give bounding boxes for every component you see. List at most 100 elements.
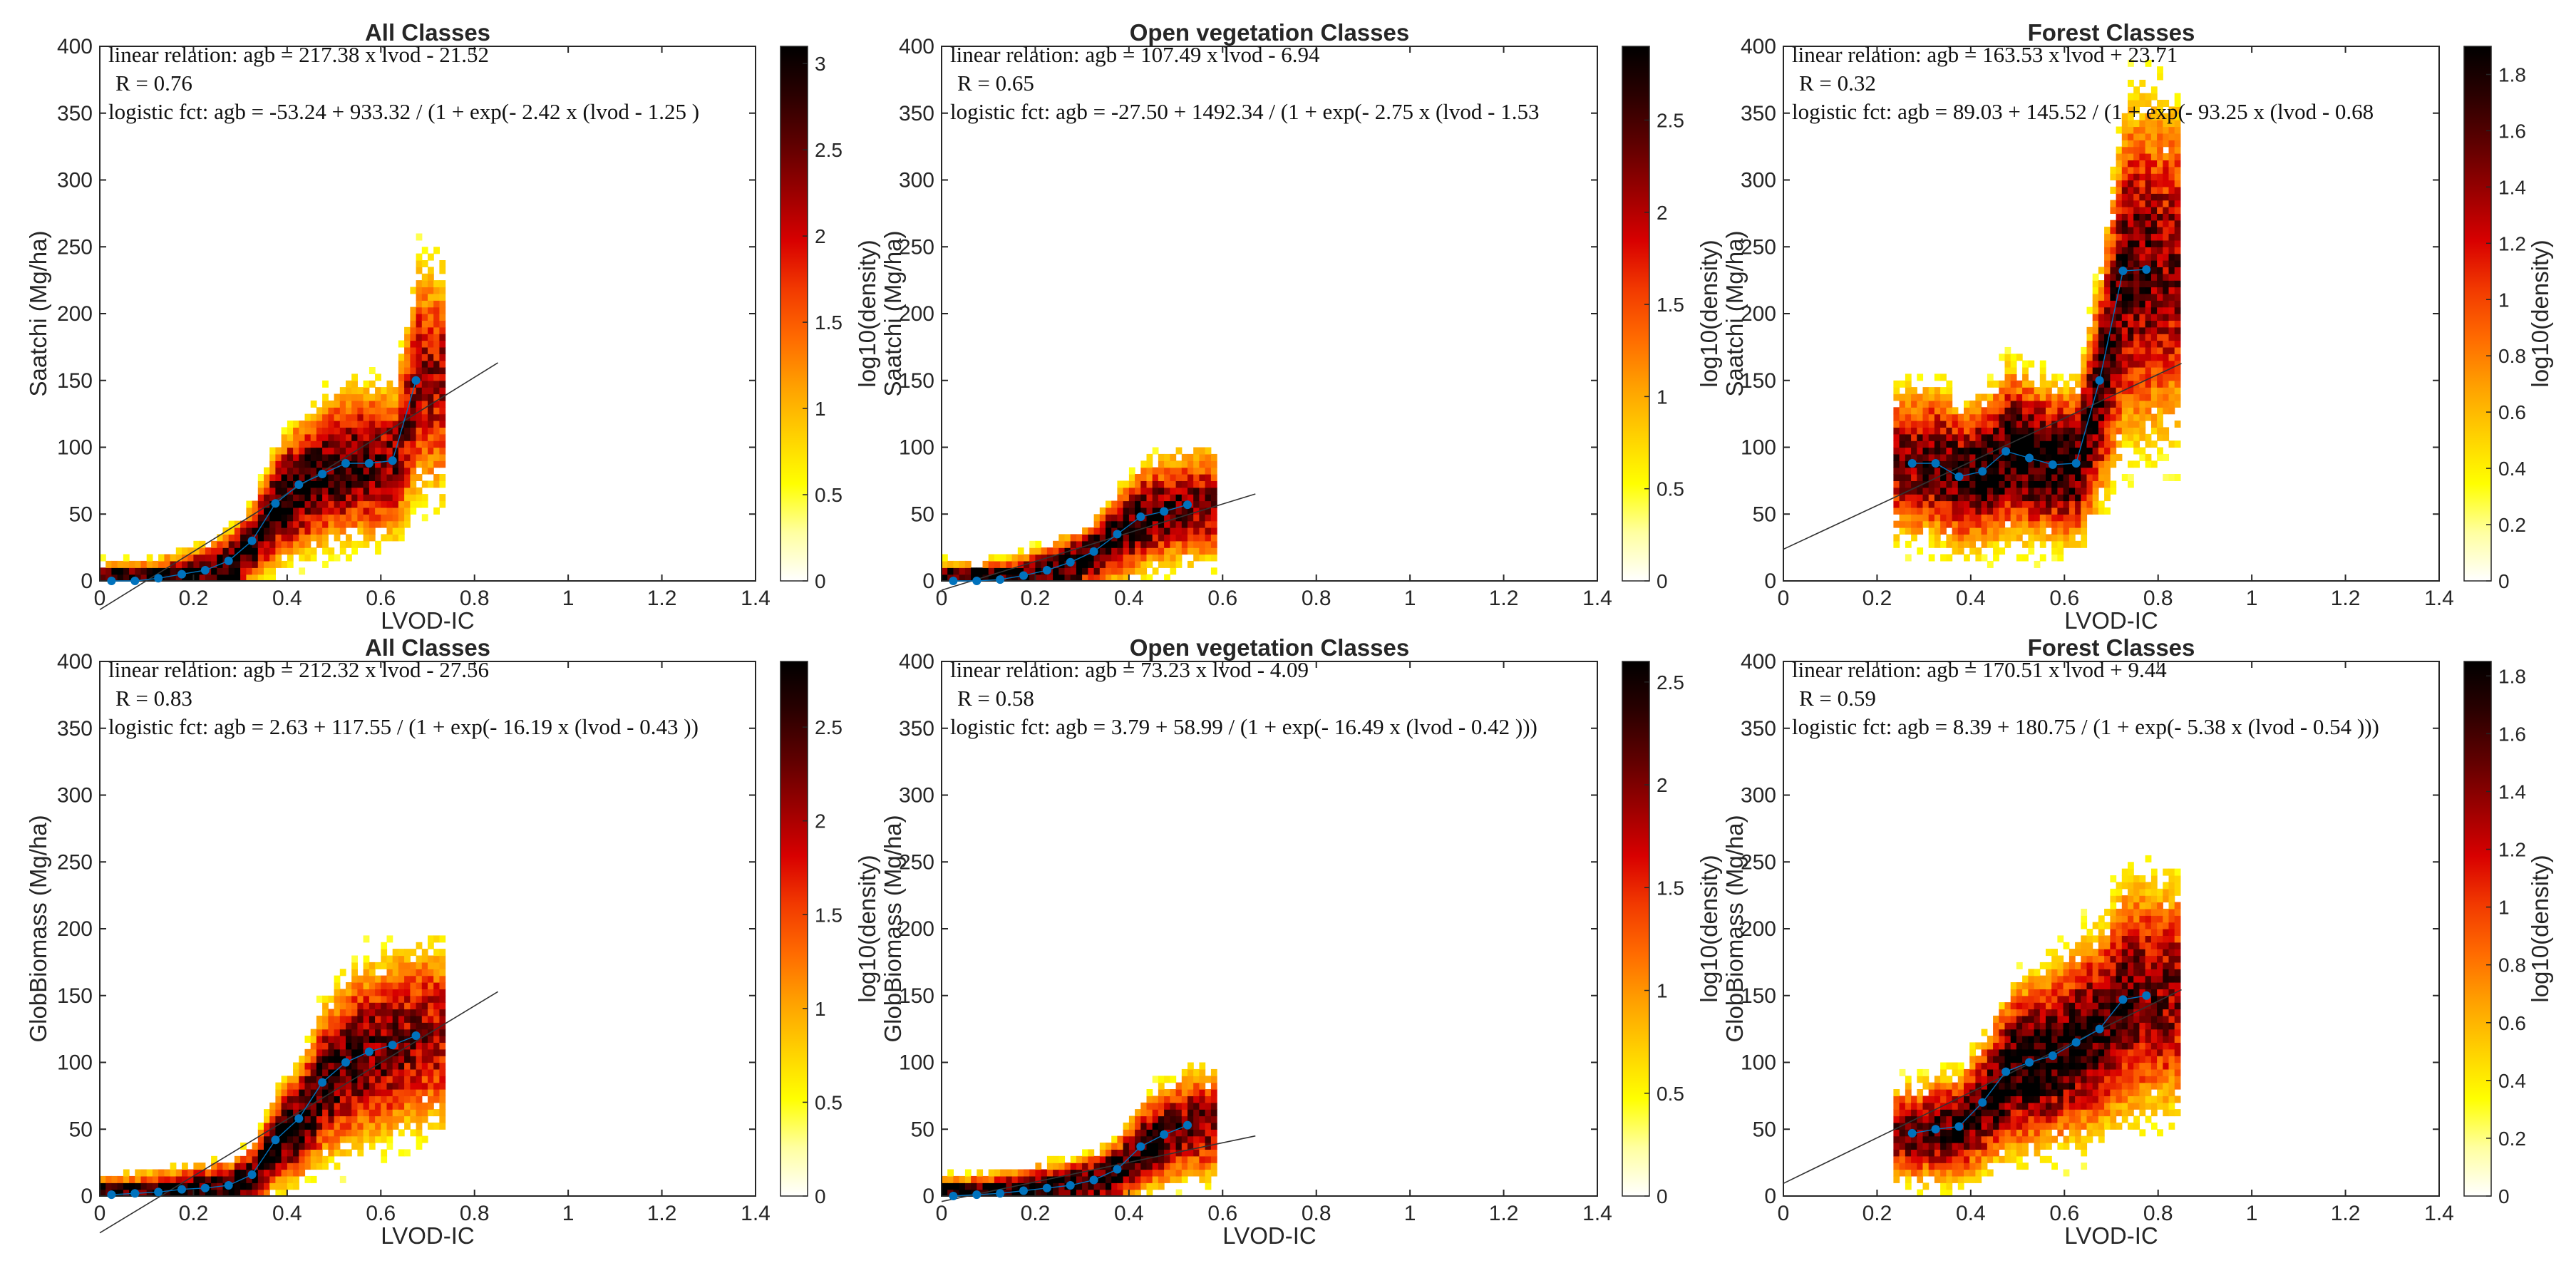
density-cell: [2145, 113, 2152, 120]
density-cell: [287, 1169, 294, 1177]
density-cell: [381, 500, 388, 508]
density-cell: [316, 534, 323, 542]
density-cell: [211, 560, 217, 568]
density-cell: [1170, 527, 1177, 535]
density-cell: [1940, 1089, 1947, 1096]
density-cell: [1964, 1163, 1970, 1170]
density-cell: [310, 421, 317, 428]
density-cell: [2010, 387, 2017, 395]
density-cell: [187, 1169, 194, 1177]
density-cell: [2145, 213, 2152, 221]
density-cell: [1164, 460, 1170, 468]
density-cell: [1946, 1062, 1953, 1070]
density-cell: [246, 1149, 253, 1157]
density-cell: [316, 1056, 323, 1063]
density-cell: [1964, 1122, 1970, 1130]
density-cell: [1082, 554, 1088, 562]
density-cell: [281, 1076, 288, 1083]
density-cell: [1029, 1169, 1036, 1177]
density-cell: [2046, 400, 2052, 408]
density-cell: [1893, 1122, 1900, 1130]
density-cell: [2157, 427, 2163, 435]
density-cell: [2163, 267, 2170, 274]
density-cell: [2121, 253, 2128, 261]
density-cell: [2133, 273, 2140, 281]
density-cell: [2086, 360, 2093, 368]
density-cell: [1099, 1149, 1106, 1157]
density-cell: [299, 1129, 306, 1137]
density-cell: [316, 1129, 323, 1137]
density-cell: [1922, 1068, 1930, 1076]
density-cell: [1905, 1096, 1912, 1103]
density-cell: [410, 1102, 417, 1110]
density-cell: [1899, 413, 1906, 421]
density-cell: [1934, 433, 1941, 441]
density-cell: [316, 1089, 323, 1096]
density-cell: [1170, 520, 1177, 528]
density-cell: [2133, 186, 2140, 194]
density-cell: [175, 1175, 182, 1183]
density-cell: [170, 574, 177, 582]
density-cell: [1946, 500, 1953, 508]
density-cell: [1993, 500, 1999, 508]
binned-mean-point: [949, 577, 958, 585]
colorbar-tick-label: 1.4: [2498, 176, 2526, 198]
density-cell: [1993, 480, 1999, 488]
density-cell: [404, 1082, 411, 1090]
density-cell: [293, 1155, 299, 1163]
density-cell: [1969, 1169, 1976, 1177]
density-cell: [357, 433, 364, 441]
density-cell: [1158, 527, 1165, 535]
colorbar-tick-label: 1: [815, 398, 826, 420]
density-cell: [2168, 346, 2175, 354]
x-tick-label: 0.8: [1302, 587, 1331, 610]
density-cell: [369, 487, 376, 495]
density-cell: [404, 507, 411, 515]
density-cell: [1969, 1135, 1976, 1143]
density-cell: [433, 447, 440, 455]
density-cell: [1158, 460, 1165, 468]
density-cell: [346, 1068, 352, 1076]
density-cell: [2010, 354, 2017, 361]
density-cell: [1199, 1135, 1206, 1143]
density-cell: [2139, 253, 2146, 261]
density-cell: [2139, 200, 2146, 207]
density-cell: [421, 949, 428, 957]
density-cell: [410, 453, 417, 461]
density-cell: [2086, 367, 2093, 374]
density-cell: [2057, 494, 2064, 502]
density-cell: [357, 1068, 364, 1076]
density-cell: [421, 1015, 428, 1023]
density-cell: [2051, 400, 2058, 408]
density-cell: [140, 567, 148, 575]
density-cell: [2128, 300, 2134, 308]
density-cell: [1987, 421, 1994, 428]
density-cell: [2039, 453, 2046, 461]
density-cell: [2150, 260, 2158, 267]
density-cell: [334, 407, 341, 415]
density-cell: [1158, 487, 1165, 495]
density-cell: [275, 474, 282, 481]
density-cell: [334, 1109, 341, 1117]
density-cell: [363, 1076, 370, 1083]
density-cell: [1928, 1163, 1935, 1170]
density-cell: [398, 487, 405, 495]
y-tick-label: 200: [899, 917, 934, 941]
density-cell: [1210, 460, 1217, 468]
x-tick-label: 1.2: [1489, 587, 1519, 610]
density-cell: [240, 1163, 247, 1170]
density-cell: [2121, 314, 2128, 321]
density-cell: [2133, 153, 2140, 160]
density-cell: [2092, 387, 2099, 395]
density-cell: [1011, 567, 1019, 575]
binned-mean-point: [972, 577, 982, 585]
density-cell: [2075, 421, 2081, 428]
density-cell: [1205, 1169, 1212, 1177]
density-cell: [2121, 200, 2128, 207]
density-cell: [304, 1115, 311, 1123]
density-cell: [1082, 567, 1088, 575]
density-cell: [1146, 520, 1153, 528]
density-cell: [357, 487, 364, 495]
density-cell: [346, 989, 352, 996]
density-cell: [1158, 1149, 1165, 1157]
